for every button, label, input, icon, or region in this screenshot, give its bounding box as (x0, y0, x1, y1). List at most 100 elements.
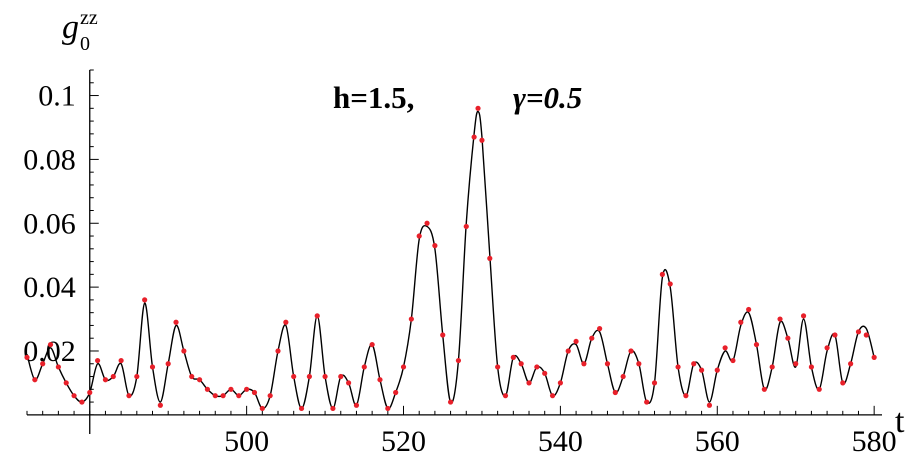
data-point (651, 380, 658, 386)
data-point (824, 345, 830, 351)
data-point (55, 364, 61, 370)
data-point (291, 373, 297, 380)
data-point (604, 361, 611, 367)
data-point (597, 326, 603, 332)
data-point (40, 361, 46, 367)
y-tick-label: 0.02 (23, 335, 76, 368)
x-tick-label: 500 (224, 425, 269, 458)
data-point (102, 377, 109, 383)
data-point (698, 367, 705, 373)
y-axis-label-base: g (62, 9, 79, 46)
data-point (189, 373, 195, 380)
data-point (212, 393, 218, 399)
data-point (400, 364, 407, 370)
y-tick-label: 0.06 (23, 207, 76, 240)
data-point (283, 319, 289, 325)
data-point (79, 399, 85, 405)
data-point (502, 393, 509, 399)
data-point (746, 306, 752, 313)
data-point (706, 402, 713, 408)
data-point (534, 364, 540, 370)
y-tick-label: 0.04 (23, 271, 76, 304)
data-point (769, 364, 775, 370)
data-point (110, 373, 116, 380)
data-point (542, 370, 548, 376)
y-ticks: 0.02 0.04 0.06 0.08 0.1 (23, 69, 99, 416)
data-point (165, 361, 171, 367)
data-point (220, 393, 226, 399)
data-point (32, 377, 38, 383)
data-point (447, 399, 454, 405)
series-points-group (24, 105, 877, 412)
data-point (526, 380, 532, 386)
data-point (71, 393, 77, 399)
axes (27, 70, 882, 434)
data-point (628, 348, 634, 354)
data-point (777, 316, 783, 322)
series-line-group (26, 110, 875, 410)
data-point (353, 402, 360, 408)
data-point (871, 354, 877, 360)
data-point (636, 361, 642, 367)
data-point (306, 373, 312, 380)
data-point (322, 373, 328, 380)
data-point (761, 386, 767, 392)
data-point (557, 380, 563, 386)
data-point (369, 341, 375, 348)
data-point (612, 389, 618, 396)
data-point (118, 357, 124, 364)
data-point (644, 399, 650, 405)
data-point (377, 377, 383, 383)
data-point (722, 345, 728, 351)
data-point (346, 380, 352, 386)
data-point (518, 361, 524, 367)
data-point (659, 271, 665, 277)
data-point (385, 405, 391, 412)
x-axis-label: t (895, 403, 905, 440)
data-point (589, 335, 595, 341)
data-point (173, 319, 179, 325)
data-point (620, 373, 626, 380)
data-point (793, 361, 799, 367)
data-point (510, 354, 516, 360)
data-point (87, 389, 93, 396)
data-point (565, 348, 571, 354)
y-axis-label: g 0 zz (62, 7, 98, 55)
data-point (408, 316, 414, 322)
data-point (808, 364, 815, 370)
data-point (785, 335, 791, 341)
data-point (475, 105, 481, 111)
x-ticks: 500 520 540 560 580 (26, 405, 897, 458)
data-point (149, 364, 156, 370)
data-point (495, 364, 501, 370)
y-tick-label: 0.1 (38, 80, 76, 113)
data-point (196, 377, 203, 383)
data-point (24, 354, 30, 360)
data-point (94, 357, 101, 364)
data-point (330, 405, 336, 412)
data-point (298, 405, 305, 412)
data-point (259, 405, 265, 412)
y-axis-label-sup: zz (80, 7, 98, 29)
annotation-gamma: γ=0.5 (513, 80, 582, 115)
data-point (455, 357, 462, 364)
data-point (157, 402, 163, 408)
data-point (816, 386, 822, 392)
y-axis-label-sub: 0 (80, 33, 90, 55)
data-point (714, 367, 720, 373)
y-tick-label: 0.08 (23, 143, 76, 176)
data-point (463, 223, 469, 230)
data-point (275, 348, 281, 354)
data-point (832, 332, 838, 338)
data-point (361, 364, 367, 370)
data-point (863, 332, 869, 338)
data-point (47, 341, 54, 348)
data-point (675, 364, 681, 370)
data-point (730, 357, 736, 364)
x-tick-label: 520 (381, 425, 426, 458)
data-point (251, 389, 258, 396)
data-point (424, 220, 430, 226)
data-point (244, 386, 250, 392)
x-tick-label: 580 (852, 425, 897, 458)
data-point (393, 389, 399, 396)
